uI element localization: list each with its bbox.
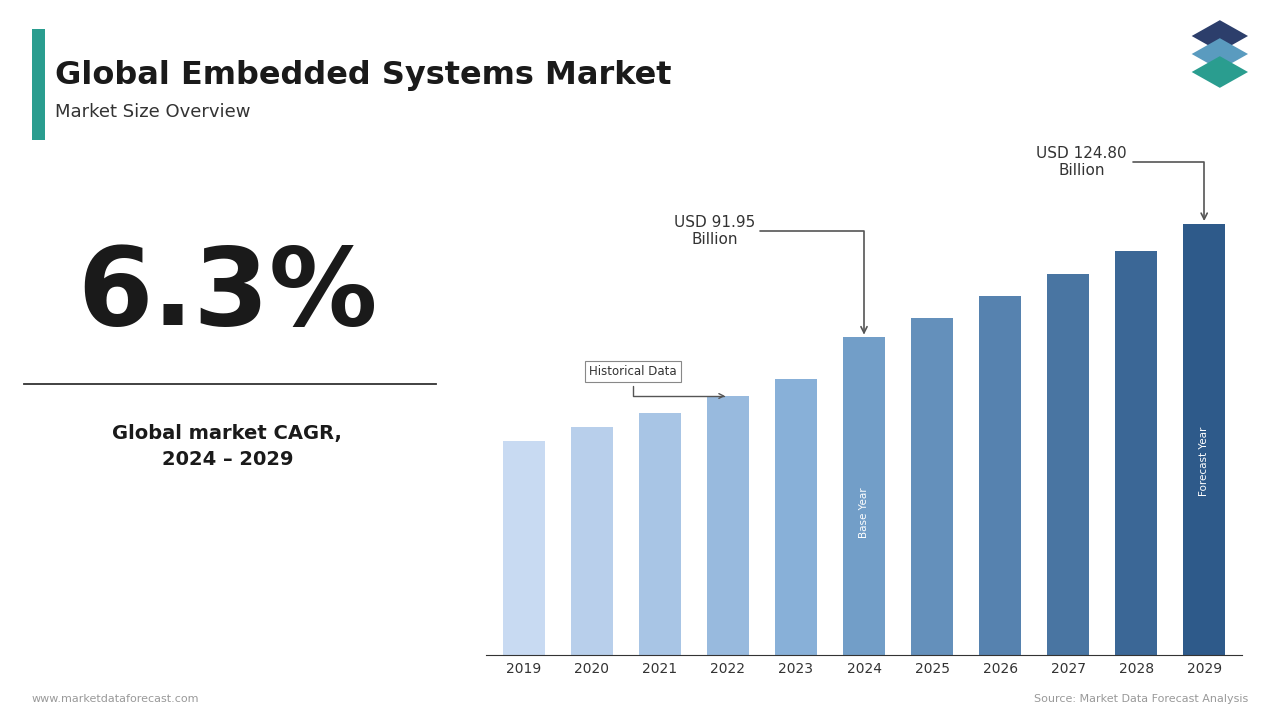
Bar [503, 441, 545, 655]
Text: Historical Data: Historical Data [589, 365, 723, 398]
Text: Global Embedded Systems Market: Global Embedded Systems Market [55, 60, 672, 91]
Text: Source: Market Data Forecast Analysis: Source: Market Data Forecast Analysis [1034, 694, 1248, 704]
Text: Market Size Overview: Market Size Overview [55, 102, 251, 120]
Bar [844, 338, 884, 655]
Text: Base Year: Base Year [859, 487, 869, 538]
Text: Forecast Year: Forecast Year [1199, 426, 1210, 496]
Text: USD 124.80
Billion: USD 124.80 Billion [1037, 146, 1207, 220]
Bar [911, 318, 954, 655]
Text: 6.3%: 6.3% [77, 242, 378, 348]
Text: USD 91.95
Billion: USD 91.95 Billion [673, 215, 867, 333]
Bar [774, 379, 817, 655]
Text: www.marketdataforecast.com: www.marketdataforecast.com [32, 694, 200, 704]
Bar [1183, 224, 1225, 655]
Bar [639, 413, 681, 655]
Bar [707, 396, 749, 655]
Text: Global market CAGR,
2024 – 2029: Global market CAGR, 2024 – 2029 [113, 423, 342, 469]
Bar [571, 427, 613, 655]
Bar [1115, 251, 1157, 655]
Bar [979, 296, 1021, 655]
Bar [1047, 274, 1089, 655]
